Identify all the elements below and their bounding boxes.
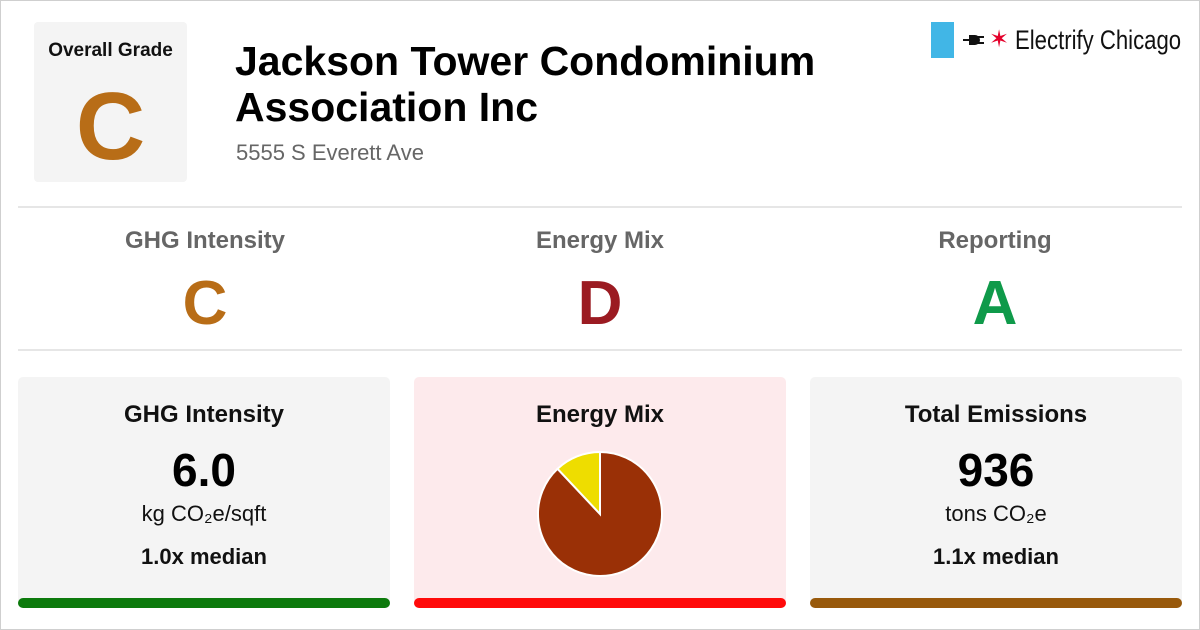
emissions-card-bar	[810, 598, 1182, 608]
ghg-card-median: 1.0x median	[141, 544, 267, 569]
grade-ghg-label: GHG Intensity	[124, 227, 286, 254]
grade-energy-mix: Energy Mix D	[410, 227, 790, 335]
mix-card-title: Energy Mix	[535, 401, 665, 428]
emissions-card-median: 1.1x median	[933, 544, 1059, 569]
pie-slice-1	[556, 450, 601, 517]
electrify-chicago-logo[interactable]: ✶ Electrify Chicago	[931, 22, 1200, 58]
building-name: Jackson Tower Condominium Association In…	[235, 38, 816, 130]
chicago-star-icon: ✶	[989, 26, 1010, 53]
ghg-card-title: GHG Intensity	[123, 401, 285, 428]
ghg-card-bar	[18, 598, 390, 608]
mix-card-bar	[414, 598, 786, 608]
emissions-card-value: 936	[957, 444, 1035, 496]
overall-grade-box: Overall Grade C	[34, 22, 187, 182]
building-address: 5555 S Everett Ave	[236, 140, 424, 165]
grade-mix-label: Energy Mix	[535, 227, 665, 254]
grade-ghg-letter: C	[182, 269, 228, 338]
emissions-card-unit: tons CO₂e	[945, 501, 1047, 526]
brand-name: Electrify Chicago	[1015, 24, 1182, 55]
energy-mix-pie	[536, 450, 664, 578]
plug-icon	[963, 35, 984, 45]
overall-grade-letter: C	[75, 73, 146, 180]
ghg-card-value: 6.0	[172, 444, 236, 496]
grade-reporting: Reporting A	[805, 227, 1185, 335]
divider-top	[18, 206, 1182, 208]
overall-grade-label: Overall Grade	[48, 40, 173, 61]
ghg-card-unit: kg CO₂e/sqft	[141, 501, 267, 526]
grade-mix-letter: D	[577, 269, 623, 338]
ghg-intensity-card[interactable]: GHG Intensity 6.0 kg CO₂e/sqft 1.0x medi…	[18, 377, 390, 608]
grade-reporting-label: Reporting	[938, 227, 1052, 254]
energy-mix-pie-svg	[537, 450, 663, 577]
emissions-card-title: Total Emissions	[904, 401, 1088, 428]
chicago-flag-icon	[931, 22, 954, 58]
grade-reporting-letter: A	[972, 269, 1018, 338]
grade-ghg-intensity: GHG Intensity C	[15, 227, 395, 335]
divider-bottom	[18, 349, 1182, 351]
energy-mix-card[interactable]: Energy Mix	[414, 377, 786, 608]
total-emissions-card[interactable]: Total Emissions 936 tons CO₂e 1.1x media…	[810, 377, 1182, 608]
